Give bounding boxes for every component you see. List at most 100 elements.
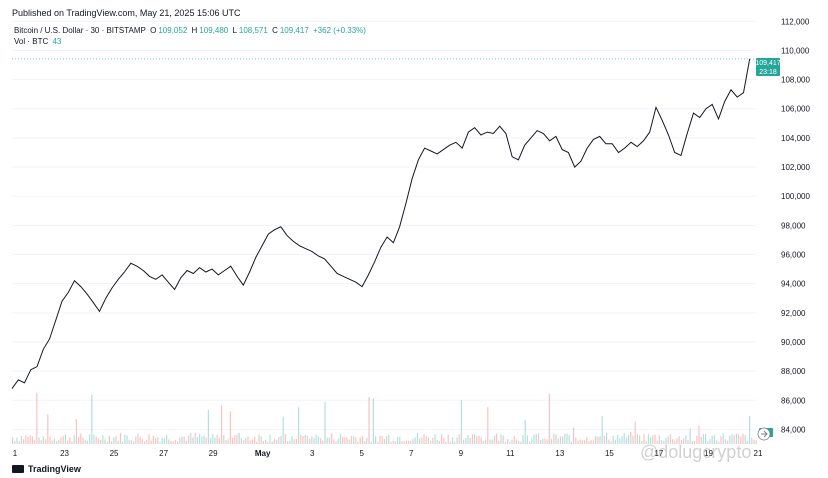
x-tick-label: 23 (60, 449, 69, 458)
volume-bar (203, 435, 205, 444)
volume-bar (381, 435, 383, 444)
volume-bar (27, 437, 29, 444)
y-tick-label: 98,000 (781, 221, 806, 230)
volume-bar (482, 441, 484, 444)
volume-bar (168, 439, 170, 444)
volume-bar (630, 431, 632, 444)
volume-bar (317, 436, 319, 444)
volume-bar (601, 415, 603, 444)
volume-bar (188, 435, 190, 444)
volume-bar (102, 435, 104, 444)
volume-bar (449, 441, 451, 444)
volume-bar (56, 441, 58, 444)
volume-bar (260, 436, 262, 444)
volume-bar (353, 436, 355, 444)
volume-bar (375, 436, 377, 444)
volume-bar (467, 435, 469, 444)
volume-bar (205, 437, 207, 444)
volume-bar (485, 439, 487, 444)
volume-bar (331, 433, 333, 444)
price-series-line (11, 58, 751, 389)
volume-bar (511, 439, 513, 444)
volume-bar (258, 434, 260, 444)
volume-bar (181, 436, 183, 444)
volume-bar (579, 439, 581, 444)
volume-bar (12, 437, 14, 444)
volume-bar (652, 435, 654, 444)
volume-bar (53, 438, 55, 444)
symbol-title[interactable]: Bitcoin / U.S. Dollar · 30 · BITSTAMP (14, 26, 146, 35)
low-label: L (232, 26, 237, 35)
volume-bar (504, 441, 506, 444)
volume-bar (284, 434, 286, 444)
volume-bar (546, 439, 548, 444)
volume-bar (306, 435, 308, 444)
volume-bar (350, 436, 352, 444)
volume-bar (47, 414, 49, 444)
volume-bar (130, 440, 132, 444)
volume-bar (69, 437, 71, 444)
volume-bar (740, 436, 742, 444)
volume-bar (471, 434, 473, 444)
volume-bar (117, 440, 119, 444)
open-label: O (150, 26, 157, 35)
volume-bar (282, 416, 284, 444)
volume-bar (67, 440, 69, 444)
volume-bar (234, 435, 236, 444)
volume-bar (254, 436, 256, 444)
volume-bar (412, 438, 414, 444)
volume-bar (280, 435, 282, 444)
x-tick-label: 13 (555, 449, 564, 458)
go-to-realtime-icon[interactable] (757, 427, 771, 441)
volume-bar (372, 398, 374, 444)
volume-bar (557, 438, 559, 444)
volume-bar (399, 436, 401, 444)
volume-bar (172, 441, 174, 444)
volume-bar (590, 440, 592, 444)
volume-bar (628, 434, 630, 444)
volume-bar (335, 441, 337, 444)
volume-bar (122, 441, 124, 444)
volume-bar (711, 435, 713, 444)
volume-bar (148, 434, 150, 444)
volume-bar (500, 434, 502, 444)
volume-bar (394, 441, 396, 444)
volume-bar (658, 435, 660, 444)
volume-bar (304, 434, 306, 444)
volume-bar (738, 434, 740, 444)
volume-label[interactable]: Vol · BTC (14, 37, 49, 46)
volume-bar (755, 440, 757, 444)
volume-bar (229, 411, 231, 444)
volume-bar (135, 436, 137, 444)
volume-bar (386, 436, 388, 444)
volume-bar (735, 433, 737, 444)
volume-bar (34, 440, 36, 444)
volume-bar (106, 441, 108, 444)
volume-bar (416, 433, 418, 444)
volume-bar (751, 437, 753, 444)
volume-bar (174, 440, 176, 444)
volume-bar (124, 434, 126, 444)
volume-bar (476, 436, 478, 444)
volume-bar (634, 421, 636, 444)
x-tick-label: 1 (13, 449, 18, 458)
volume-bar (672, 439, 674, 444)
volume-bar (454, 441, 456, 444)
volume-bar (60, 437, 62, 444)
volume-bar (599, 436, 601, 444)
volume-bar (443, 438, 445, 444)
volume-bar (707, 441, 709, 444)
x-tick-label: 21 (754, 449, 763, 458)
tradingview-logo: TradingView (12, 464, 81, 474)
volume-bar (441, 434, 443, 444)
volume-bar (749, 415, 751, 444)
volume-bar (654, 434, 656, 444)
volume-bar (366, 437, 368, 444)
volume-bar (465, 438, 467, 444)
y-tick-label: 104,000 (781, 134, 810, 143)
volume-bar (311, 436, 313, 444)
last-price-value: 109,417 (755, 60, 780, 67)
x-tick-label: May (255, 449, 271, 458)
close-value: 109,417 (279, 26, 309, 35)
